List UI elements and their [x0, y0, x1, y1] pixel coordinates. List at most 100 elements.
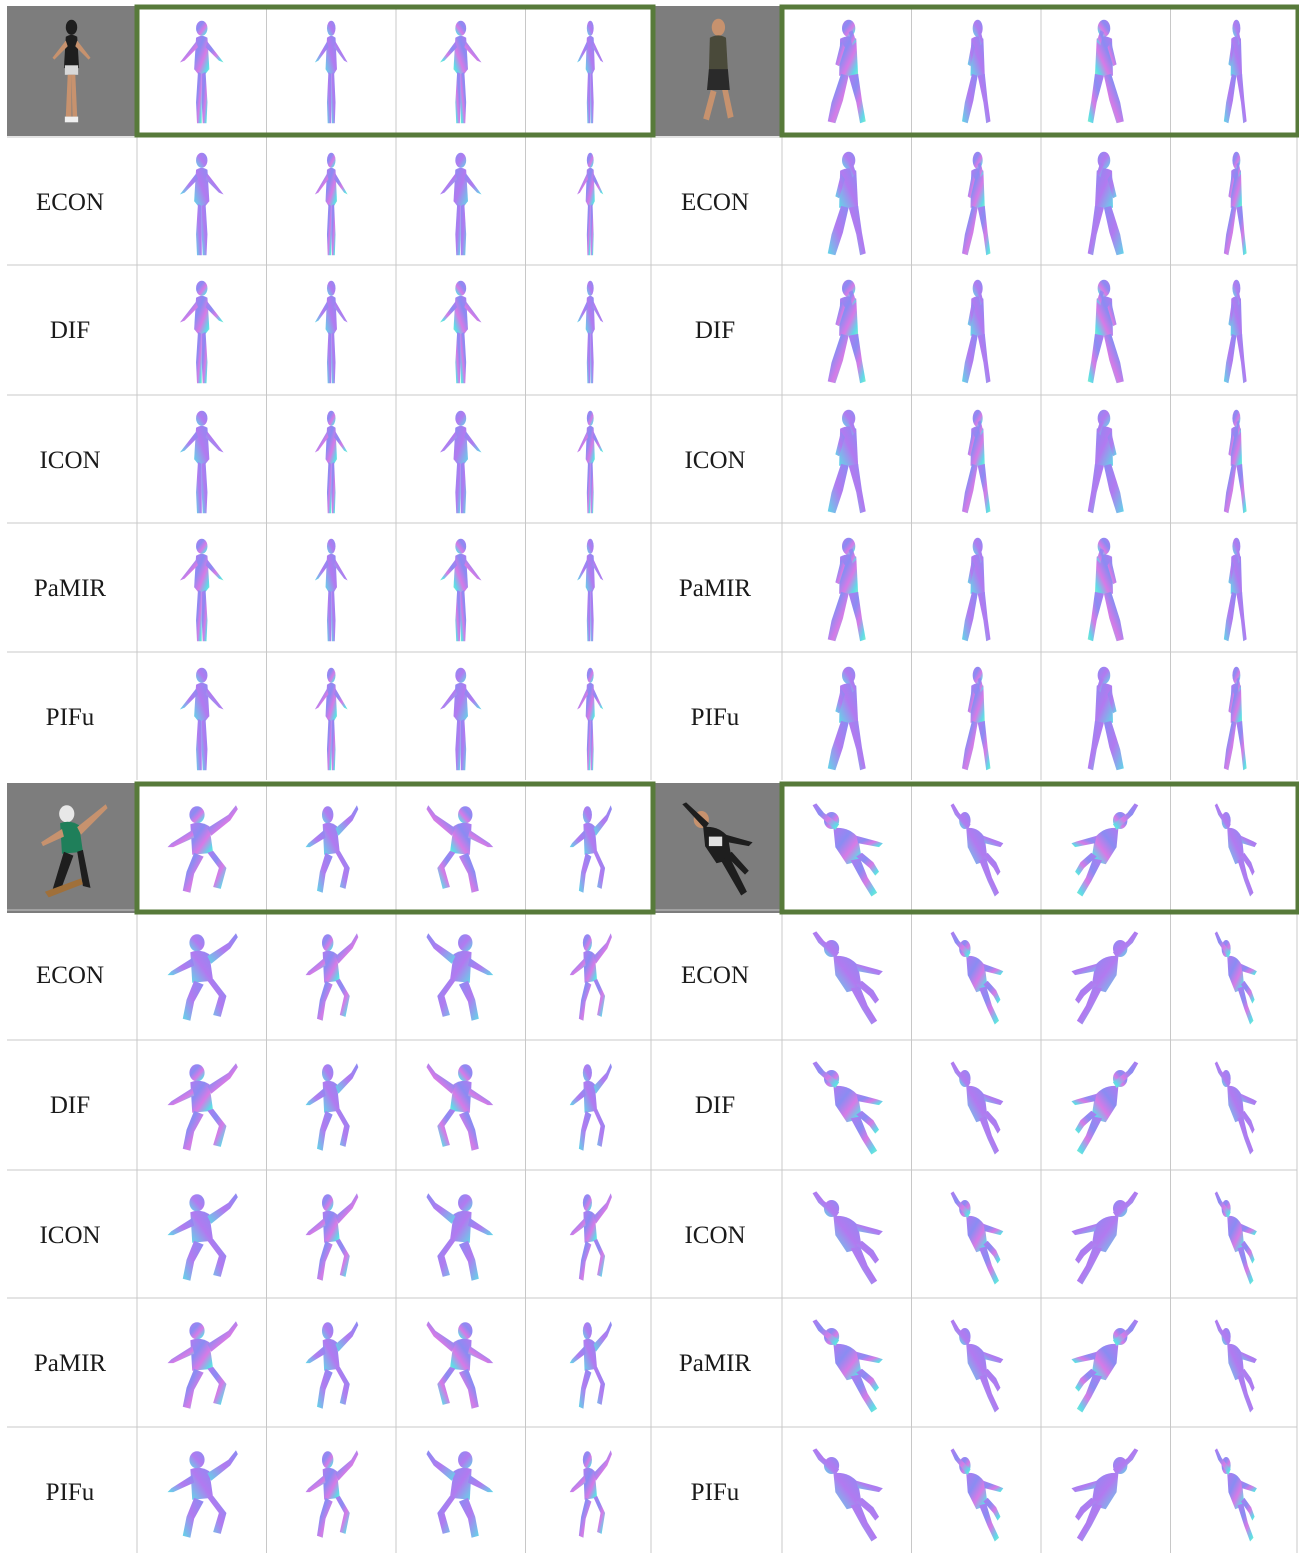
mesh-render-view-1 — [827, 151, 866, 256]
method-row: ICON — [39, 1193, 612, 1281]
method-row: DIF — [695, 279, 1247, 384]
mesh-render-view-4 — [1223, 279, 1247, 384]
mesh-render-view-2 — [314, 538, 348, 642]
mesh-render-view-1 — [827, 666, 866, 771]
mesh-render-view-1 — [179, 20, 224, 124]
mesh-render-view-3 — [439, 20, 482, 124]
mesh-render-view-1 — [167, 1450, 238, 1538]
method-label: ICON — [39, 447, 100, 474]
man-walking-photo — [652, 6, 781, 136]
mesh-render-view-1 — [179, 410, 224, 514]
method-label: ECON — [681, 189, 749, 216]
result-block-4: ECON DIF ICON PaMIR PIFu — [652, 783, 1257, 1542]
mesh-render-view-1 — [167, 1321, 238, 1409]
method-row: ECON — [681, 151, 1247, 256]
mesh-render-view-4 — [1214, 1319, 1257, 1413]
mesh-render-view-4 — [569, 1063, 612, 1151]
mesh-render-view-1 — [179, 280, 224, 384]
mesh-render-view-3 — [1071, 1191, 1139, 1285]
mesh-render-view-3 — [439, 538, 482, 642]
method-row: PIFu — [46, 667, 604, 771]
method-row: PIFu — [691, 1448, 1257, 1542]
mesh-render-view-1 — [812, 931, 883, 1025]
mesh-render-view-3 — [1087, 409, 1124, 514]
mesh-render-view-2 — [950, 803, 1004, 897]
mesh-render-view-2 — [314, 410, 348, 514]
mesh-render-view-2 — [950, 931, 1004, 1025]
mesh-render-view-2 — [305, 1193, 359, 1281]
mesh-render-view-3 — [426, 1193, 494, 1281]
method-row: PaMIR — [34, 538, 604, 642]
man-leaping-photo — [652, 783, 781, 913]
mesh-render-view-4 — [1223, 537, 1247, 642]
mesh-render-view-4 — [577, 410, 604, 514]
mesh-render-view-4 — [1223, 409, 1247, 514]
mesh-render-view-4 — [1214, 1448, 1257, 1542]
mesh-render-view-3 — [426, 805, 494, 893]
mesh-render-view-4 — [1214, 803, 1257, 897]
mesh-render-view-4 — [1223, 666, 1247, 771]
mesh-render-view-1 — [179, 538, 224, 642]
mesh-render-view-3 — [1071, 1319, 1139, 1413]
mesh-render-view-4 — [1223, 19, 1247, 124]
mesh-render-view-4 — [1214, 1061, 1257, 1155]
method-row: PIFu — [691, 666, 1247, 771]
method-label: ECON — [681, 962, 749, 989]
mesh-render-view-3 — [1071, 1448, 1139, 1542]
method-label: PIFu — [691, 704, 740, 731]
mesh-render-view-2 — [950, 1061, 1004, 1155]
mesh-render-view-3 — [439, 410, 482, 514]
mesh-render-view-3 — [1087, 666, 1124, 771]
method-row: PaMIR — [34, 1321, 612, 1409]
mesh-render-view-3 — [439, 152, 482, 256]
mesh-render-view-2 — [962, 151, 991, 256]
result-block-1: ECON DIF ICON PaMIR PIFu — [7, 6, 604, 771]
ground-truth-highlight-frame — [779, 781, 1299, 915]
mesh-render-view-3 — [1087, 19, 1124, 124]
method-row: PaMIR — [679, 537, 1247, 642]
mesh-render-view-2 — [962, 279, 991, 384]
mesh-render-view-4 — [1214, 931, 1257, 1025]
mesh-render-view-2 — [314, 20, 348, 124]
mesh-render-view-3 — [439, 667, 482, 771]
ground-truth-row — [652, 6, 1247, 136]
mesh-render-view-1 — [812, 1319, 883, 1413]
mesh-render-view-1 — [179, 667, 224, 771]
mesh-render-view-3 — [439, 280, 482, 384]
mesh-render-view-3 — [1087, 279, 1124, 384]
method-label: ICON — [684, 1222, 745, 1249]
method-label: PaMIR — [679, 575, 752, 602]
woman-standing-photo — [7, 6, 136, 136]
method-row: PaMIR — [679, 1319, 1257, 1413]
mesh-render-view-4 — [569, 1193, 612, 1281]
mesh-render-view-3 — [1071, 1061, 1139, 1155]
ground-truth-row — [652, 783, 1257, 913]
mesh-render-view-4 — [577, 20, 604, 124]
mesh-render-view-2 — [305, 1321, 359, 1409]
method-label: DIF — [695, 1092, 735, 1119]
ground-truth-highlight-frame — [134, 781, 656, 915]
ground-truth-highlight-frame — [134, 4, 656, 138]
method-row: ICON — [39, 410, 604, 514]
method-label: PIFu — [691, 1479, 740, 1506]
mesh-render-view-3 — [1087, 537, 1124, 642]
method-label: PIFu — [46, 704, 95, 731]
method-label: DIF — [695, 317, 735, 344]
mesh-render-view-3 — [426, 933, 494, 1021]
mesh-render-view-1 — [827, 409, 866, 514]
mesh-render-view-4 — [569, 1321, 612, 1409]
mesh-render-view-1 — [827, 279, 866, 384]
result-block-2: ECON DIF ICON PaMIR PIFu — [652, 6, 1247, 771]
method-row: DIF — [50, 1063, 612, 1151]
method-label: PaMIR — [34, 575, 107, 602]
mesh-render-view-1 — [827, 537, 866, 642]
mesh-render-view-4 — [577, 280, 604, 384]
mesh-render-view-4 — [577, 538, 604, 642]
method-label: ECON — [36, 189, 104, 216]
method-row: DIF — [50, 280, 604, 384]
mesh-render-view-2 — [962, 409, 991, 514]
mesh-render-view-2 — [305, 805, 359, 893]
mesh-render-view-1 — [167, 805, 238, 893]
mesh-render-view-4 — [569, 805, 612, 893]
